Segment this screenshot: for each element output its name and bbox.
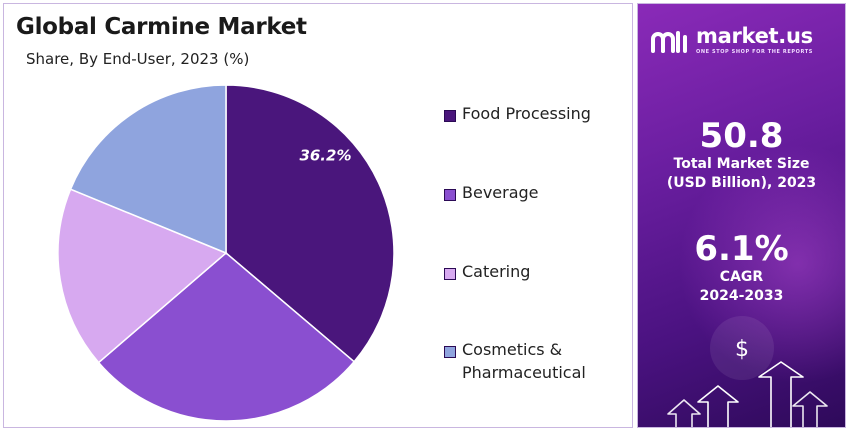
market-size-label-line1: Total Market Size xyxy=(673,156,810,172)
legend-swatch xyxy=(444,346,456,358)
chart-title: Global Carmine Market xyxy=(16,14,307,40)
legend-label: Catering xyxy=(462,262,531,281)
legend-label: Food Processing xyxy=(462,104,591,123)
cagr-stat: 6.1% CAGR 2024-2033 xyxy=(638,230,845,306)
brand-name: market.us xyxy=(696,24,813,48)
dollar-icon: $ xyxy=(735,337,749,362)
market-summary-panel: market.us ONE STOP SHOP FOR THE REPORTS … xyxy=(637,3,846,428)
legend-item-beverage: Beverage xyxy=(444,183,622,204)
legend-item-catering: Catering xyxy=(444,262,622,283)
legend-swatch xyxy=(444,189,456,201)
growth-arrows-decoration: $ xyxy=(667,316,828,427)
legend-item-food-processing: Food Processing xyxy=(444,104,622,125)
pie-data-label: 36.2% xyxy=(299,147,351,165)
cagr-label-line2: 2024-2033 xyxy=(699,288,784,304)
pie-slice-catering xyxy=(57,188,228,364)
chart-panel: Global Carmine Market Share, By End-User… xyxy=(3,3,633,428)
market-us-logo-icon xyxy=(651,30,687,53)
legend-swatch xyxy=(444,268,456,280)
market-size-stat: 50.8 Total Market Size (USD Billion), 20… xyxy=(638,117,845,193)
legend-label: Beverage xyxy=(462,183,539,202)
chart-subtitle: Share, By End-User, 2023 (%) xyxy=(26,50,250,68)
legend-item-cosmetics-pharmaceutical: Cosmetics & Pharmaceutical xyxy=(444,340,622,384)
cagr-value: 6.1% xyxy=(694,229,789,269)
brand: market.us ONE STOP SHOP FOR THE REPORTS xyxy=(650,26,813,55)
cagr-label-line1: CAGR xyxy=(719,269,764,285)
chart-legend: Food Processing Beverage Catering Cosmet… xyxy=(444,4,634,429)
pie-slice-food-processing xyxy=(225,84,395,363)
pie-slice-cosmetics-pharmaceutical xyxy=(69,84,227,255)
brand-tagline: ONE STOP SHOP FOR THE REPORTS xyxy=(696,49,813,55)
legend-swatch xyxy=(444,110,456,122)
market-size-label-line2: (USD Billion), 2023 xyxy=(666,175,817,191)
market-size-value: 50.8 xyxy=(699,116,784,156)
legend-label: Cosmetics & Pharmaceutical xyxy=(462,340,586,382)
pie-slice-beverage xyxy=(97,252,356,422)
pie-chart: 36.2% xyxy=(57,84,395,422)
coin-circle xyxy=(710,316,774,380)
